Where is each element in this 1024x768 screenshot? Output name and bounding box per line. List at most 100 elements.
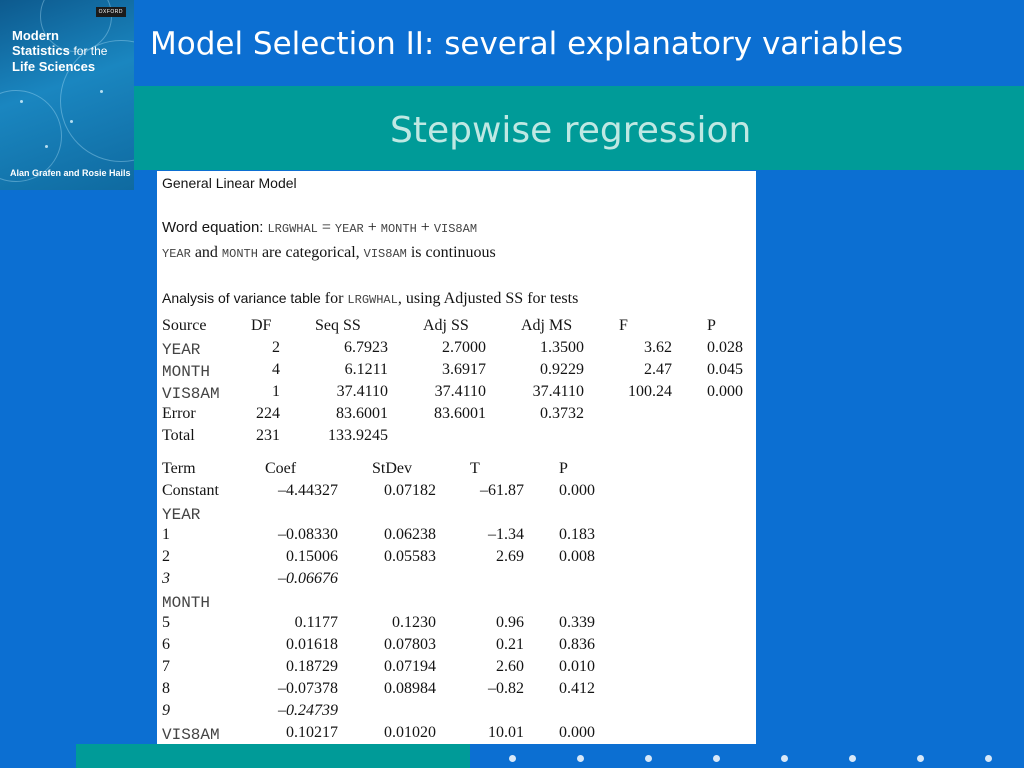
anova-header-source: Source (162, 317, 207, 334)
subtitle-band (134, 86, 1024, 170)
anova-cell-df: 1 (272, 383, 280, 400)
anova-cell-adj-ms: 0.9229 (540, 361, 584, 378)
anova-cell-f: 100.24 (628, 383, 672, 400)
coef-header-p: P (559, 460, 568, 477)
note-text: are categorical, (261, 244, 360, 261)
word-equation-line: Word equation: LRGWHAL = YEAR + MONTH + … (162, 219, 477, 237)
coef-cell-term: 8 (162, 680, 170, 697)
term-year: YEAR (334, 222, 364, 236)
nav-dot[interactable] (509, 755, 516, 762)
coef-cell-stdev: 0.07803 (384, 636, 436, 653)
anova-cell-adj-ss: 3.6917 (442, 361, 486, 378)
book-authors: Alan Grafen and Rosie Hails (10, 168, 131, 178)
anova-header-adj-ms: Adj MS (521, 317, 573, 334)
anova-for: for (324, 290, 344, 307)
anova-cell-source: YEAR (162, 341, 201, 359)
coef-cell-t: 0.96 (496, 614, 524, 631)
coef-cell-coef: –0.08330 (278, 526, 338, 543)
anova-cell-df: 224 (256, 405, 280, 422)
coef-cell-coef: 0.10217 (286, 724, 338, 741)
nav-dot[interactable] (849, 755, 856, 762)
coef-cell-term: 3 (162, 570, 170, 587)
coef-cell-term: Constant (162, 482, 219, 499)
glm-output-panel: General Linear Model Word equation: LRGW… (157, 171, 756, 744)
anova-method: , using Adjusted SS for tests (397, 290, 579, 307)
anova-cell-adj-ss: 83.6001 (434, 405, 486, 422)
book-title-word: Statistics (12, 43, 70, 58)
nav-dot[interactable] (781, 755, 788, 762)
coef-cell-coef: –4.44327 (278, 482, 338, 499)
anova-cell-adj-ss: 2.7000 (442, 339, 486, 356)
anova-cell-df: 231 (256, 427, 280, 444)
coef-cell-p: 0.412 (559, 680, 595, 697)
output-header: General Linear Model (162, 175, 297, 191)
anova-cell-df: 2 (272, 339, 280, 356)
coef-header-stdev: StDev (372, 460, 412, 477)
note-text: is continuous (410, 244, 496, 261)
book-title-line: Modern (12, 28, 59, 43)
coef-cell-coef: –0.07378 (278, 680, 338, 697)
word-equation-label: Word equation (162, 219, 260, 236)
coef-cell-term: 7 (162, 658, 170, 675)
anova-header-p: P (707, 317, 716, 334)
coef-cell-stdev: 0.01020 (384, 724, 436, 741)
coef-cell-term: VIS8AM (162, 726, 220, 744)
coef-cell-stdev: 0.06238 (384, 526, 436, 543)
term-month: MONTH (221, 247, 258, 261)
coef-cell-coef: –0.24739 (278, 702, 338, 719)
coef-cell-term: MONTH (162, 594, 211, 612)
coef-header-term: Term (162, 460, 196, 477)
coef-header-t: T (470, 460, 480, 477)
anova-header-f: F (619, 317, 628, 334)
anova-cell-seq-ss: 37.4110 (336, 383, 388, 400)
coef-cell-p: 0.000 (559, 482, 595, 499)
footer-band (76, 744, 470, 768)
coef-cell-coef: –0.06676 (278, 570, 338, 587)
book-title-word: for the (73, 44, 108, 58)
anova-cell-seq-ss: 83.6001 (336, 405, 388, 422)
coef-cell-t: –61.87 (480, 482, 524, 499)
coef-cell-t: –1.34 (488, 526, 524, 543)
nav-dot[interactable] (713, 755, 720, 762)
coef-cell-t: 2.69 (496, 548, 524, 565)
anova-cell-p: 0.000 (707, 383, 743, 400)
book-title-line: Statistics for the (12, 43, 132, 59)
nav-dot[interactable] (985, 755, 992, 762)
coef-cell-t: 0.21 (496, 636, 524, 653)
book-title: Modern Statistics for the Life Sciences (12, 28, 132, 74)
cover-decoration (45, 145, 48, 148)
anova-cell-source: VIS8AM (162, 385, 220, 403)
nav-dot[interactable] (645, 755, 652, 762)
coef-cell-coef: 0.1177 (294, 614, 338, 631)
anova-header-adj-ss: Adj SS (423, 317, 469, 334)
note-text: and (194, 244, 218, 261)
coef-cell-stdev: 0.07194 (384, 658, 436, 675)
anova-cell-seq-ss: 133.9245 (328, 427, 388, 444)
coef-cell-stdev: 0.1230 (392, 614, 436, 631)
coef-cell-p: 0.010 (559, 658, 595, 675)
coef-cell-p: 0.008 (559, 548, 595, 565)
nav-dot[interactable] (917, 755, 924, 762)
anova-cell-p: 0.028 (707, 339, 743, 356)
term-year: YEAR (162, 247, 191, 261)
anova-cell-f: 3.62 (644, 339, 672, 356)
anova-cell-df: 4 (272, 361, 280, 378)
term-vis8am: VIS8AM (433, 222, 478, 236)
term-month: MONTH (380, 222, 417, 236)
anova-title-line: Analysis of variance table for LRGWHAL, … (162, 290, 578, 308)
anova-cell-adj-ms: 0.3732 (540, 405, 584, 422)
anova-header-df: DF (251, 317, 272, 334)
coef-cell-term: 9 (162, 702, 170, 719)
coef-cell-p: 0.183 (559, 526, 595, 543)
slide-subtitle: Stepwise regression (390, 110, 752, 151)
coef-cell-term: YEAR (162, 506, 201, 524)
coef-cell-term: 6 (162, 636, 170, 653)
book-cover-image: OXFORD Modern Statistics for the Life Sc… (0, 0, 134, 190)
coef-cell-stdev: 0.05583 (384, 548, 436, 565)
equals-sign: = (321, 219, 331, 236)
slide-title: Model Selection II: several explanatory … (150, 26, 904, 62)
cover-decoration (70, 120, 73, 123)
anova-header-seq-ss: Seq SS (315, 317, 361, 334)
nav-dot[interactable] (577, 755, 584, 762)
anova-cell-source: MONTH (162, 363, 211, 381)
